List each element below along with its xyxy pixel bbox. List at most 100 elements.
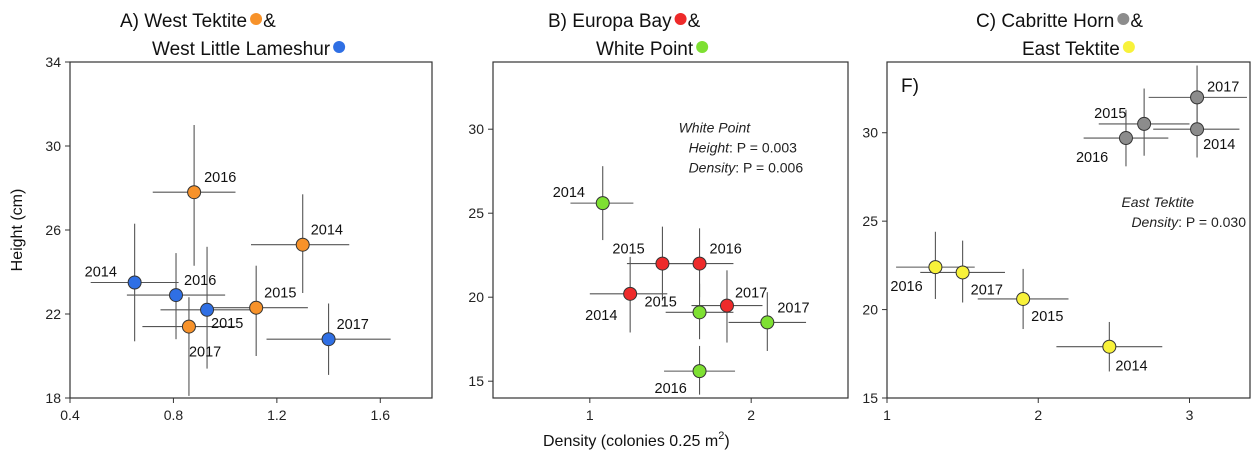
panel-c-y-tick-label: 25	[862, 213, 878, 229]
x-axis-label-end: )	[724, 433, 729, 450]
panel-b-data-point	[760, 315, 775, 330]
panel-c-point-year-label: 2014	[1115, 359, 1147, 375]
panel-c-data-point	[1102, 339, 1117, 354]
panel-a-point-year-label: 2016	[184, 273, 216, 289]
panel-a-point-year-label: 2014	[85, 265, 117, 281]
panel-c-annotation-line2-value: : P = 0.030	[1178, 214, 1246, 230]
panel-c-data-point	[928, 260, 943, 275]
panel-a-legend-dot-1	[250, 13, 263, 25]
panel-a-point-year-label: 2014	[311, 223, 343, 239]
panel-c-point-year-label: 2016	[890, 279, 922, 295]
panel-c-annotation-title: East Tektite	[1121, 194, 1194, 210]
panel-b-data-point	[623, 286, 638, 301]
panel-a-point-year-label: 2015	[264, 286, 296, 302]
panel-a-data-point	[321, 332, 336, 347]
panel-c: C) Cabritte Horn East Tektite & 1 2 3 15 20 25…	[862, 11, 1251, 423]
panel-b-annotation-line2-value: : P = 0.003	[729, 140, 797, 156]
panel-c-y-tick-label: 15	[862, 390, 878, 406]
panel-a-y-tick-label: 34	[45, 54, 61, 70]
panel-a-data-point	[169, 288, 184, 303]
panel-c-title-line2: East Tektite	[1022, 39, 1120, 60]
panel-c-annotation-line2-italic: Density	[1131, 214, 1179, 230]
panel-c-title-ampersand: &	[1130, 11, 1143, 32]
panel-a-title-line1: A) West Tektite	[120, 11, 247, 32]
panel-b-point-year-label: 2014	[553, 185, 585, 201]
panel-b-y-tick-label: 30	[468, 121, 484, 137]
panel-b-x-tick-label: 1	[586, 407, 594, 423]
panel-c-data-point	[1016, 291, 1031, 306]
y-axis-label: Height (cm)	[9, 189, 26, 272]
panel-a-x-tick-label: 1.6	[371, 407, 391, 423]
panel-c-point-year-label: 2017	[971, 282, 1003, 298]
panel-b-frame	[492, 61, 849, 399]
x-axis-label-main: Density (colonies 0.25 m	[543, 433, 718, 450]
panel-b-legend-dot-2	[696, 41, 709, 53]
x-axis-label: Density (colonies 0.25 m2)	[543, 430, 730, 450]
panel-b-annotation-line2-italic: Height	[689, 140, 731, 156]
panel-b-point-year-label: 2014	[585, 308, 617, 324]
panel-c-point-year-label: 2015	[1031, 309, 1063, 325]
panel-b-data-point	[692, 256, 707, 271]
panel-b-data-point	[719, 298, 734, 313]
panel-a-frame	[69, 61, 433, 399]
panel-a-data-point	[295, 237, 310, 252]
panel-a-y-tick-label: 30	[45, 138, 61, 154]
panel-b-point-year-label: 2015	[612, 242, 644, 258]
panel-b-annotation-line3-value: : P = 0.006	[735, 160, 803, 176]
panel-a: A) West Tektite West Little Lameshur & 0.…	[45, 11, 433, 423]
panel-b-title-line1: B) Europa Bay	[548, 11, 672, 32]
panel-a-data-point	[187, 185, 202, 200]
panel-c-annotation-line2: Density: P = 0.030	[1131, 214, 1246, 230]
panel-b-y-tick-label: 20	[468, 289, 484, 305]
panel-c-point-year-label: 2015	[1094, 106, 1126, 122]
panel-c-y-tick-label: 20	[862, 302, 878, 318]
panel-c-data-point	[1190, 90, 1205, 105]
panel-c-legend-dot-1	[1117, 13, 1130, 25]
panel-b-data-point	[595, 196, 610, 211]
panel-a-data-point	[127, 275, 142, 290]
panel-c-point-year-label: 2014	[1203, 137, 1235, 153]
panel-b-title-ampersand: &	[688, 11, 701, 32]
panel-b-point-year-label: 2017	[735, 286, 767, 302]
panel-a-title-ampersand: &	[263, 11, 276, 32]
panel-b-data-point	[692, 364, 707, 379]
panel-a-data-point	[249, 300, 264, 315]
panel-b-point-year-label: 2017	[777, 300, 809, 316]
panel-a-y-tick-label: 26	[45, 222, 61, 238]
panel-a-point-year-label: 2015	[211, 316, 243, 332]
panel-b-y-tick-label: 25	[468, 205, 484, 221]
panel-a-point-year-label: 2017	[337, 317, 369, 333]
panel-b-annotation-line2: Height: P = 0.003	[689, 140, 798, 156]
panel-c-y-tick-label: 30	[862, 125, 878, 141]
panel-b-annotation-title: White Point	[679, 120, 752, 136]
panel-b-x-tick-label: 2	[747, 407, 755, 423]
panel-b-y-tick-label: 15	[468, 373, 484, 389]
panel-c-point-year-label: 2016	[1076, 150, 1108, 166]
panel-c-x-tick-label: 2	[1034, 407, 1042, 423]
panel-b-annotation-line3-italic: Density	[689, 160, 737, 176]
panel-b: B) Europa Bay White Point & 1 2 15 20 25 30 Whi…	[468, 11, 849, 423]
panel-c-data-point	[1190, 122, 1205, 137]
panel-c-title-line1: C) Cabritte Horn	[976, 11, 1114, 32]
panel-c-data-point	[1118, 131, 1133, 146]
panel-b-data-point	[655, 256, 670, 271]
panel-c-panel-letter: F)	[901, 76, 919, 97]
panel-b-point-year-label: 2016	[710, 242, 742, 258]
panel-a-title-line2: West Little Lameshur	[152, 39, 331, 60]
panel-a-data-point	[181, 319, 196, 334]
panel-b-annotation-line3: Density: P = 0.006	[689, 160, 804, 176]
panel-a-data-point	[200, 302, 215, 317]
panel-a-point-year-label: 2017	[189, 345, 221, 361]
panel-a-y-tick-label: 18	[45, 390, 61, 406]
panel-c-x-tick-label: 1	[883, 407, 891, 423]
panel-b-point-year-label: 2016	[655, 381, 687, 397]
panel-b-point-year-label: 2015	[645, 294, 677, 310]
x-axis-label-superscript: 2	[718, 430, 724, 442]
panel-b-title-line2: White Point	[596, 39, 694, 60]
panel-a-x-tick-label: 0.8	[164, 407, 184, 423]
panel-c-x-tick-label: 3	[1186, 407, 1194, 423]
panel-a-x-tick-label: 0.4	[60, 407, 80, 423]
panel-a-point-year-label: 2016	[204, 170, 236, 186]
panel-b-legend-dot-1	[674, 13, 687, 25]
